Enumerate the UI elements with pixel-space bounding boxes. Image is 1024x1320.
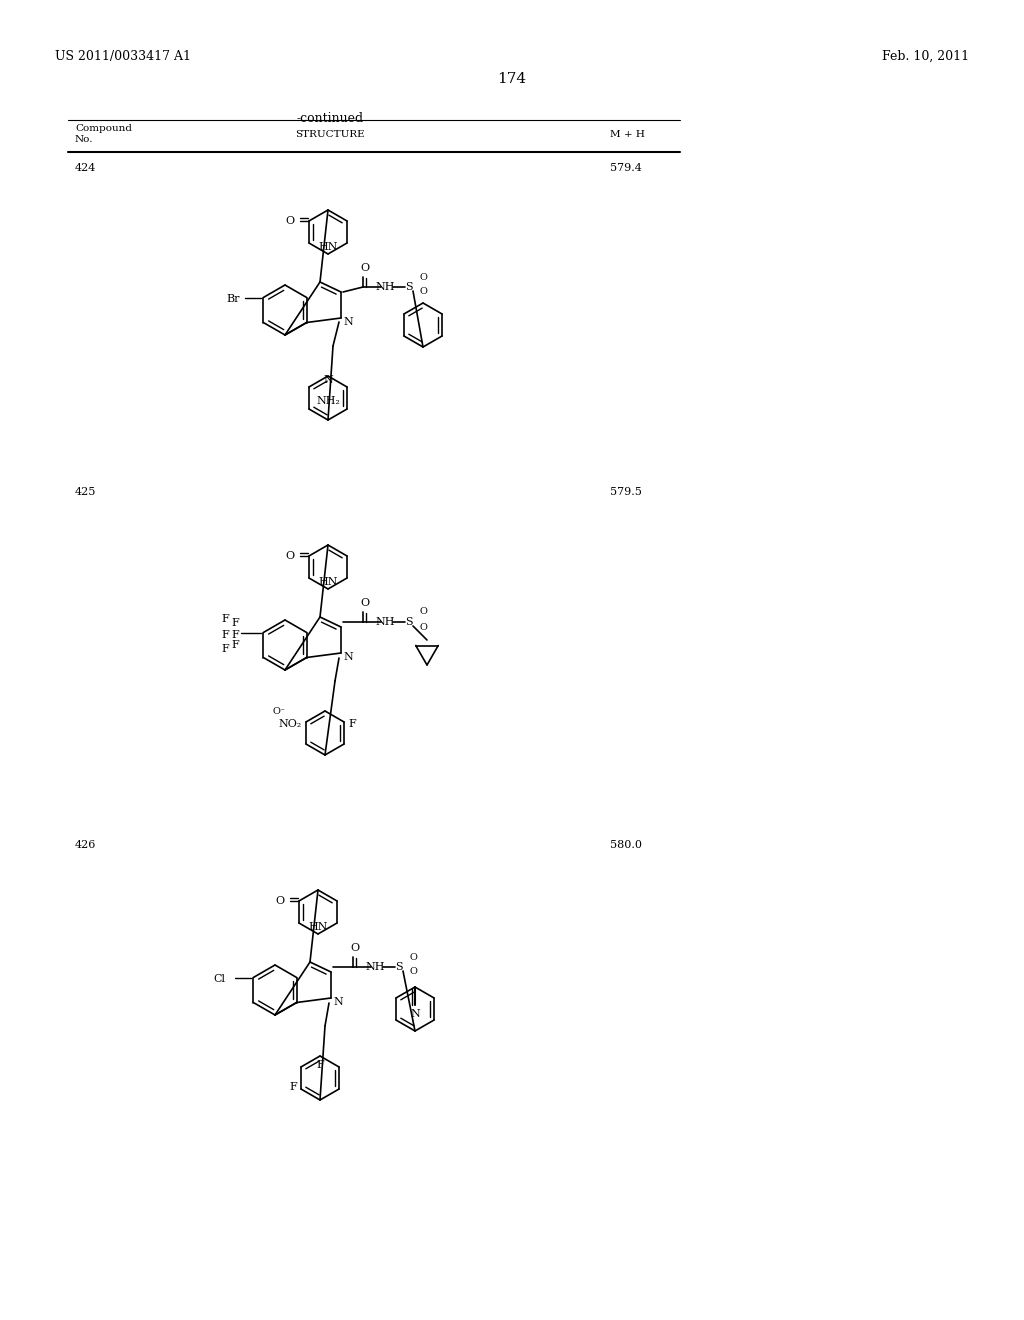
Text: S: S bbox=[406, 282, 413, 292]
Text: -continued: -continued bbox=[296, 112, 364, 125]
Text: O⁻: O⁻ bbox=[273, 708, 286, 717]
Text: F: F bbox=[221, 644, 229, 655]
Text: O: O bbox=[360, 598, 370, 609]
Text: NO₂: NO₂ bbox=[279, 719, 302, 729]
Text: N: N bbox=[333, 997, 343, 1007]
Text: O: O bbox=[409, 968, 417, 977]
Text: No.: No. bbox=[75, 135, 93, 144]
Text: 424: 424 bbox=[75, 162, 96, 173]
Text: M + H: M + H bbox=[610, 129, 645, 139]
Text: Feb. 10, 2011: Feb. 10, 2011 bbox=[882, 50, 969, 63]
Text: 174: 174 bbox=[498, 73, 526, 86]
Text: NH: NH bbox=[375, 616, 394, 627]
Text: F: F bbox=[348, 719, 355, 729]
Text: O: O bbox=[419, 272, 427, 281]
Text: N: N bbox=[343, 652, 352, 663]
Text: HN: HN bbox=[308, 921, 328, 932]
Text: O: O bbox=[409, 953, 417, 961]
Text: 580.0: 580.0 bbox=[610, 840, 642, 850]
Text: O: O bbox=[286, 550, 295, 561]
Text: 579.5: 579.5 bbox=[610, 487, 642, 498]
Text: HN: HN bbox=[318, 242, 338, 252]
Text: F: F bbox=[231, 630, 240, 639]
Text: F: F bbox=[221, 615, 229, 624]
Text: N: N bbox=[343, 317, 352, 327]
Text: NH₂: NH₂ bbox=[316, 396, 340, 407]
Text: HN: HN bbox=[318, 577, 338, 587]
Text: Cl: Cl bbox=[213, 974, 225, 985]
Text: O: O bbox=[275, 896, 285, 906]
Text: O: O bbox=[419, 623, 427, 631]
Text: N: N bbox=[324, 375, 333, 385]
Text: N: N bbox=[411, 1008, 420, 1019]
Text: F: F bbox=[231, 640, 240, 651]
Text: O: O bbox=[360, 263, 370, 273]
Text: F: F bbox=[316, 1060, 324, 1071]
Text: 579.4: 579.4 bbox=[610, 162, 642, 173]
Text: F: F bbox=[221, 630, 229, 639]
Text: F: F bbox=[289, 1082, 297, 1092]
Text: NH: NH bbox=[366, 962, 385, 972]
Text: Compound: Compound bbox=[75, 124, 132, 133]
Text: S: S bbox=[395, 962, 402, 972]
Text: US 2011/0033417 A1: US 2011/0033417 A1 bbox=[55, 50, 191, 63]
Text: S: S bbox=[406, 616, 413, 627]
Text: 425: 425 bbox=[75, 487, 96, 498]
Text: O: O bbox=[286, 216, 295, 226]
Text: O: O bbox=[350, 942, 359, 953]
Text: STRUCTURE: STRUCTURE bbox=[295, 129, 365, 139]
Text: 426: 426 bbox=[75, 840, 96, 850]
Text: O: O bbox=[419, 607, 427, 616]
Text: F: F bbox=[231, 619, 240, 628]
Text: Br: Br bbox=[226, 294, 240, 305]
Text: NH: NH bbox=[375, 282, 394, 292]
Text: O: O bbox=[419, 288, 427, 297]
